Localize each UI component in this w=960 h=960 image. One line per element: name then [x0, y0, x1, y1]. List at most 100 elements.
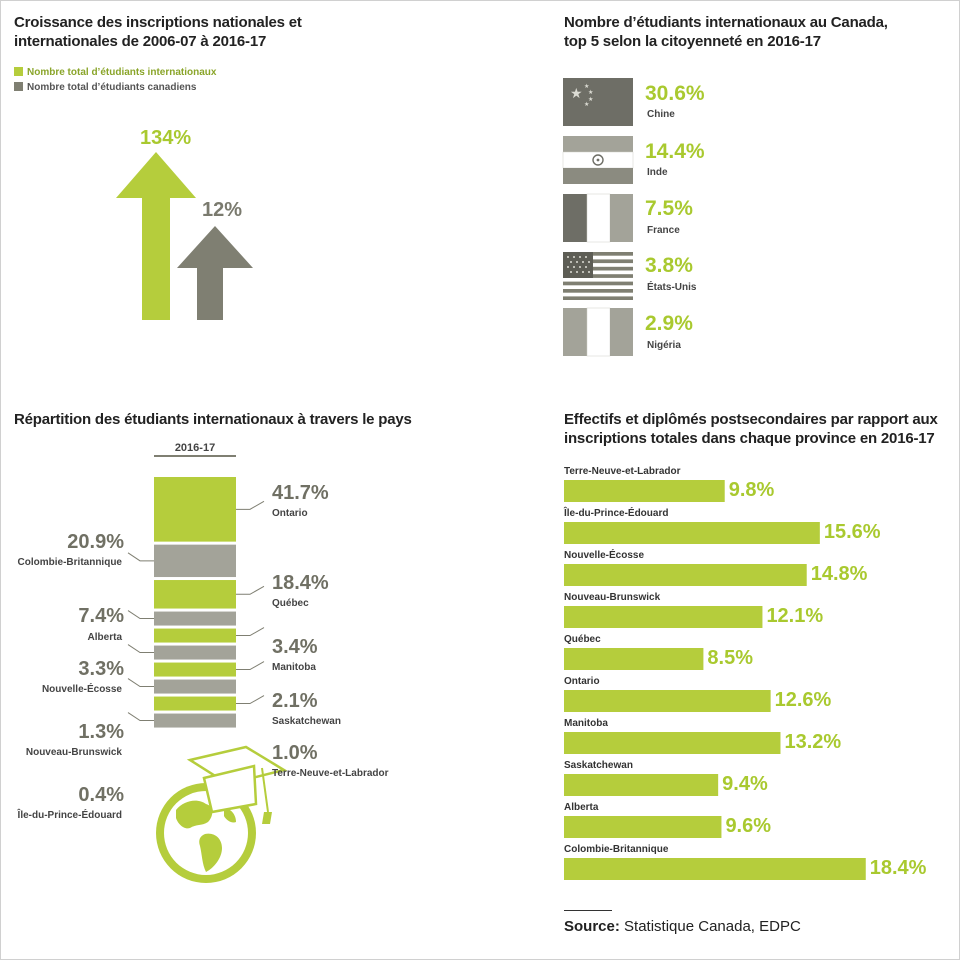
growth-arrows-chart	[116, 152, 253, 320]
province-bar-2	[564, 564, 807, 586]
dist-name: Manitoba	[272, 662, 316, 673]
country-value: 7.5%	[645, 197, 693, 220]
year-label: 2016-17	[175, 442, 215, 454]
provinces-bar-chart	[564, 480, 866, 880]
provinces-title: Effectifs et diplômés postsecondaires pa…	[564, 410, 938, 448]
dist-value: 1.0%	[272, 742, 318, 764]
dist-value: 3.3%	[78, 658, 124, 680]
dist-name: Saskatchewan	[272, 716, 341, 727]
province-label: Alberta	[564, 802, 599, 813]
country-name: États-Unis	[647, 282, 697, 293]
segment-5	[154, 645, 236, 660]
country-value: 30.6%	[645, 82, 705, 105]
distribution-chart: 2016-17	[127, 442, 288, 888]
flags: ★ ★ ★ ★ ★	[562, 78, 634, 357]
legend-label: Nombre total d’étudiants canadiens	[27, 82, 197, 93]
legend-swatch	[14, 67, 23, 76]
source-note: Source: Statistique Canada, EDPC	[564, 918, 801, 935]
province-value: 9.6%	[725, 815, 772, 837]
dist-value: 20.9%	[67, 531, 124, 553]
segment-1	[154, 544, 236, 578]
province-value: 12.1%	[766, 605, 824, 627]
province-label: Terre-Neuve-et-Labrador	[564, 466, 681, 477]
svg-text:★: ★	[588, 89, 593, 96]
province-bar-8	[564, 816, 722, 838]
province-label: Île-du-Prince-Édouard	[564, 508, 669, 519]
province-value: 12.6%	[774, 689, 832, 711]
svg-text:★: ★	[584, 83, 589, 90]
province-bar-1	[564, 522, 820, 544]
distribution-leader-lines	[127, 500, 265, 722]
province-label: Nouveau-Brunswick	[564, 592, 661, 603]
country-name: Nigéria	[647, 340, 681, 351]
province-label: Manitoba	[564, 718, 608, 729]
leader-line-5	[127, 644, 154, 654]
china-flag-icon: ★ ★ ★ ★ ★	[563, 78, 633, 126]
segment-2	[154, 580, 236, 609]
arrow-canadian	[177, 226, 253, 320]
graduation-cap-icon	[186, 745, 288, 824]
province-bar-4	[564, 648, 704, 670]
column-top-rule	[154, 455, 236, 457]
country-value: 14.4%	[645, 140, 705, 163]
dist-name: Québec	[272, 598, 309, 609]
svg-text:★: ★	[588, 96, 593, 103]
provinces-title-line1: Effectifs et diplômés postsecondaires pa…	[564, 411, 938, 428]
segment-7	[154, 679, 236, 694]
country-name: France	[647, 225, 680, 236]
dist-value: 3.4%	[272, 636, 318, 658]
province-label: Nouvelle-Écosse	[564, 550, 645, 561]
dist-value: 1.3%	[78, 721, 124, 743]
countries-title-line2: top 5 selon la citoyenneté en 2016-17	[564, 33, 821, 50]
province-value: 18.4%	[869, 857, 927, 879]
growth-title-line2: internationales de 2006-07 à 2016-17	[14, 33, 267, 50]
province-value: 9.4%	[722, 773, 768, 795]
country-value: 2.9%	[645, 312, 693, 335]
leader-line-8	[236, 695, 265, 705]
countries-title: Nombre d’étudiants internationaux au Can…	[564, 13, 888, 51]
leader-line-1	[127, 552, 154, 562]
country-name: Chine	[647, 109, 675, 120]
distribution-title: Répartition des étudiants internationaux…	[14, 411, 412, 428]
province-value: 14.8%	[810, 563, 868, 585]
province-bar-5	[564, 690, 771, 712]
dist-name: Nouvelle-Écosse	[41, 684, 122, 695]
province-value: 8.5%	[707, 647, 753, 669]
legend-swatch	[14, 82, 23, 91]
dist-value: 18.4%	[272, 572, 329, 594]
segment-3	[154, 611, 236, 626]
countries-title-line1: Nombre d’étudiants internationaux au Can…	[564, 14, 888, 31]
dist-value: 2.1%	[272, 690, 318, 712]
dist-value: 0.4%	[78, 784, 124, 806]
leader-line-0	[236, 500, 265, 510]
province-label: Colombie-Britannique	[564, 844, 669, 855]
province-value: 15.6%	[823, 521, 881, 543]
source-label: Source:	[564, 918, 620, 935]
province-value: 13.2%	[784, 731, 842, 753]
leader-line-9	[127, 712, 154, 722]
international-growth-label: 134%	[140, 127, 192, 149]
province-bar-7	[564, 774, 719, 796]
country-value: 3.8%	[645, 254, 693, 277]
svg-text:★: ★	[570, 86, 583, 102]
legend-label: Nombre total d’étudiants internationaux	[27, 67, 217, 78]
dist-name: Alberta	[87, 632, 122, 643]
source-rule	[564, 910, 612, 911]
india-flag-icon	[562, 136, 634, 184]
source-text: Statistique Canada, EDPC	[619, 918, 801, 935]
province-label: Québec	[564, 634, 601, 645]
leader-line-7	[127, 678, 154, 688]
distribution-segments	[154, 477, 236, 728]
dist-name: Nouveau-Brunswick	[25, 747, 122, 758]
canadian-growth-label: 12%	[202, 199, 243, 221]
growth-title-line1: Croissance des inscriptions nationales e…	[14, 14, 302, 31]
leader-line-3	[127, 610, 154, 620]
province-bar-3	[564, 606, 763, 628]
arrow-international	[116, 152, 196, 320]
dist-name: Île-du-Prince-Édouard	[17, 810, 122, 821]
svg-text:★: ★	[584, 101, 589, 108]
france-flag-icon	[563, 193, 633, 243]
dist-name: Terre-Neuve-et-Labrador	[272, 768, 389, 779]
dist-value: 41.7%	[272, 482, 329, 504]
province-label: Saskatchewan	[564, 760, 633, 771]
